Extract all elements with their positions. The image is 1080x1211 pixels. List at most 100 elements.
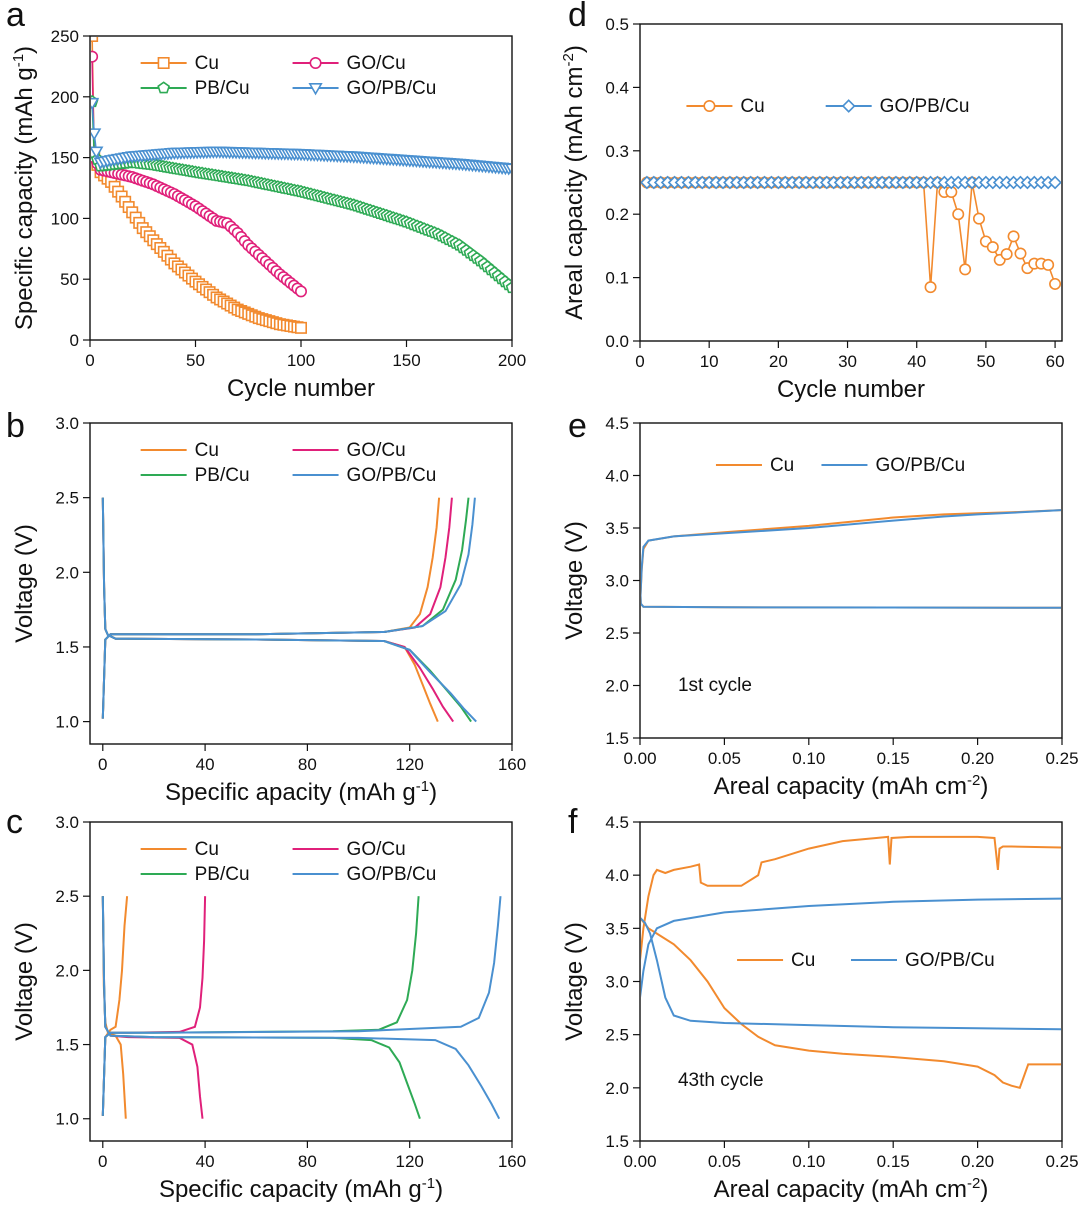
series-cu	[101, 497, 441, 722]
discharge-curve-pb-cu	[101, 896, 421, 1120]
x-axis-label: Specific apacity (mAh g-1)	[165, 778, 437, 806]
x-tick-label: 0.10	[792, 749, 825, 768]
legend-label: GO/Cu	[347, 53, 406, 74]
panel-d: d 0 10 20 30 40 50 60 0.0 0.1 0.2 0.3 0.4 0.5 Cycle nu…	[560, 0, 1065, 403]
legend-marker	[841, 99, 856, 113]
y-tick-label: 2.0	[605, 677, 629, 696]
discharge-curve-go-pb-cu	[641, 580, 1061, 609]
legend-item-go-pb-cu: GO/PB/Cu	[825, 96, 970, 117]
legend-item-pb-cu: PB/Cu	[140, 465, 250, 486]
data-point	[924, 281, 937, 294]
data-point	[1000, 248, 1013, 261]
legend-label: PB/Cu	[195, 864, 250, 885]
panel-a: a 0 50 100 150 200 0 50 100 150 200 250 Cycle number…	[6, 0, 526, 402]
y-tick-label: 2.5	[55, 887, 79, 906]
y-tick-label: 2.0	[55, 961, 79, 980]
data-layer	[641, 509, 1061, 609]
x-tick-label: 100	[287, 351, 315, 370]
y-tick-label: 200	[51, 88, 79, 107]
y-tick-label: 1.5	[605, 1132, 629, 1151]
series-cu	[101, 896, 129, 1119]
x-tick-label: 160	[498, 755, 526, 774]
legend-item-go-pb-cu: GO/PB/Cu	[292, 864, 436, 885]
y-tick-label: 250	[51, 27, 79, 46]
legend-label: PB/Cu	[195, 465, 250, 486]
legend-item-go-pb-cu: GO/PB/Cu	[851, 950, 995, 971]
x-tick-label: 80	[298, 755, 317, 774]
x-axis-ticks: 0 10 20 30 40 50 60	[635, 341, 1065, 371]
legend: Cu GO/PB/Cu	[715, 455, 965, 476]
legend: Cu GO/Cu PB/Cu GO/PB/Cu	[140, 53, 436, 99]
series-cu	[641, 835, 1061, 1089]
x-tick-label: 0.15	[877, 1152, 910, 1171]
data-layer	[641, 175, 1061, 294]
y-tick-label: 2.0	[55, 563, 79, 582]
x-axis-label: Specific capacity (mAh g-1)	[159, 1175, 443, 1203]
y-axis-ticks: 0.0 0.1 0.2 0.3 0.4 0.5	[605, 15, 640, 351]
legend-item-cu: Cu	[686, 96, 765, 117]
x-tick-label: 0.00	[623, 749, 656, 768]
panel-letter: d	[568, 0, 587, 34]
panel-letter: c	[6, 803, 23, 841]
x-tick-label: 0.10	[792, 1152, 825, 1171]
series-go-pb-cu	[641, 509, 1061, 609]
charge-curve-cu	[641, 835, 1061, 961]
data-point	[91, 97, 100, 111]
x-tick-label: 50	[186, 351, 205, 370]
x-tick-label: 0.00	[623, 1152, 656, 1171]
discharge-curve-go-pb-cu	[101, 497, 477, 723]
x-axis-label: Cycle number	[777, 376, 925, 403]
series-cu	[641, 176, 1061, 294]
panel-letter: e	[568, 407, 587, 445]
data-point	[504, 163, 511, 175]
x-tick-label: 20	[769, 352, 788, 371]
legend-marker	[157, 81, 171, 94]
y-tick-label: 3.0	[605, 973, 629, 992]
y-tick-label: 3.5	[605, 919, 629, 938]
panel-f: f 0.00 0.05 0.10 0.15 0.20 0.25 1.5 2.0 2.5 3.0 3.5…	[561, 803, 1079, 1203]
data-layer	[91, 37, 511, 334]
data-point	[986, 241, 999, 254]
y-tick-label: 2.5	[55, 489, 79, 508]
legend: Cu GO/Cu PB/Cu GO/PB/Cu	[140, 839, 436, 885]
charge-curve-go-pb-cu	[101, 497, 476, 719]
data-point	[1049, 277, 1061, 290]
legend-label: GO/PB/Cu	[875, 455, 965, 476]
x-tick-label: 0	[98, 755, 107, 774]
x-axis-ticks: 0 50 100 150 200	[85, 340, 526, 370]
legend-label: Cu	[195, 839, 219, 860]
x-tick-label: 160	[498, 1152, 526, 1171]
x-tick-label: 200	[498, 351, 526, 370]
x-axis-ticks: 0 40 80 120 160	[98, 1141, 526, 1171]
series-pb-cu	[101, 497, 472, 723]
y-tick-label: 0.3	[605, 142, 629, 161]
legend-item-go-cu: GO/Cu	[292, 440, 406, 461]
data-point	[1042, 258, 1055, 271]
discharge-curve-cu	[641, 917, 1061, 1089]
data-point	[972, 212, 985, 225]
y-axis-label: Voltage (V)	[11, 524, 38, 643]
plot-frame	[89, 422, 513, 745]
legend-marker	[308, 83, 323, 96]
data-point	[91, 128, 102, 141]
data-point	[505, 281, 511, 294]
charge-curve-go-pb-cu	[641, 897, 1061, 998]
y-tick-label: 2.5	[605, 1026, 629, 1045]
series-go-pb-cu	[101, 896, 502, 1120]
legend-marker	[703, 100, 716, 113]
x-tick-label: 120	[396, 755, 424, 774]
y-tick-label: 50	[60, 270, 79, 289]
legend-item-cu: Cu	[737, 950, 815, 971]
y-tick-label: 1.5	[605, 729, 629, 748]
legend-label: GO/PB/Cu	[880, 96, 970, 117]
y-axis-label: Voltage (V)	[561, 922, 588, 1041]
legend-item-go-cu: GO/Cu	[292, 839, 406, 860]
x-tick-label: 0.20	[961, 749, 994, 768]
x-tick-label: 50	[976, 352, 995, 371]
y-tick-label: 1.0	[55, 1110, 79, 1129]
y-axis-ticks: 1.0 1.5 2.0 2.5 3.0	[55, 813, 90, 1129]
y-axis-ticks: 1.5 2.0 2.5 3.0 3.5 4.0 4.5	[605, 813, 640, 1151]
legend: Cu GO/PB/Cu	[737, 950, 995, 971]
legend-label: GO/Cu	[347, 839, 406, 860]
panel-letter: f	[568, 803, 578, 841]
